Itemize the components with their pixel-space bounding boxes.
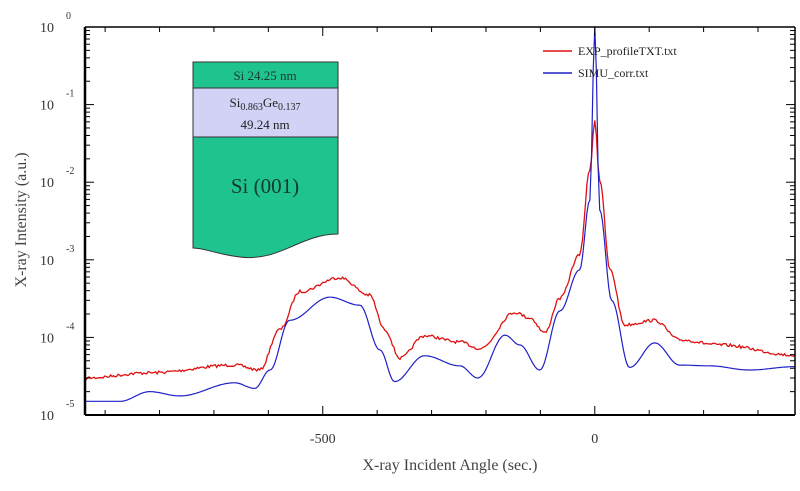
y-tick-label-exponent: -2 xyxy=(66,166,74,177)
series-line-exp xyxy=(85,120,795,381)
x-axis-title: X-ray Incident Angle (sec.) xyxy=(362,457,537,474)
y-tick-label-exponent: -1 xyxy=(66,89,74,100)
y-tick-label: 10 xyxy=(40,21,54,36)
y-tick-label-exponent: -4 xyxy=(66,321,74,332)
inset-layer-substrate-label: Si (001) xyxy=(231,174,299,198)
x-tick-label: -500 xyxy=(310,432,336,447)
series-line-simu xyxy=(85,26,795,402)
layer-stack-inset: Si 24.25 nm Si0.863Ge0.137 49.24 nm Si (… xyxy=(192,61,339,259)
legend-label-simu: SIMU_corr.txt xyxy=(578,66,649,80)
y-tick-label: 10 xyxy=(40,176,54,191)
y-tick-label: 10 xyxy=(40,331,54,346)
inset-layer-si-cap-label: Si 24.25 nm xyxy=(233,68,296,83)
inset-layer-substrate xyxy=(192,136,339,259)
inset-layer-si-cap xyxy=(192,61,339,89)
y-tick-label: 10 xyxy=(40,99,54,114)
inset-layer-sige xyxy=(192,87,339,138)
x-tick-label: 0 xyxy=(591,432,598,447)
legend: EXP_profileTXT.txt SIMU_corr.txt xyxy=(543,44,677,80)
y-tick-label-exponent: -3 xyxy=(66,244,74,255)
y-tick-label-exponent: 0 xyxy=(66,11,71,22)
inset-layer-sige-formula: Si0.863Ge0.137 xyxy=(229,95,300,113)
legend-label-exp: EXP_profileTXT.txt xyxy=(578,44,677,58)
y-axis-title: X-ray Intensity (a.u.) xyxy=(13,152,30,287)
y-tick-label: 10 xyxy=(40,409,54,424)
inset-layer-sige-thickness: 49.24 nm xyxy=(240,117,289,132)
y-tick-label: 10 xyxy=(40,254,54,269)
y-tick-label-exponent: -5 xyxy=(66,399,74,410)
